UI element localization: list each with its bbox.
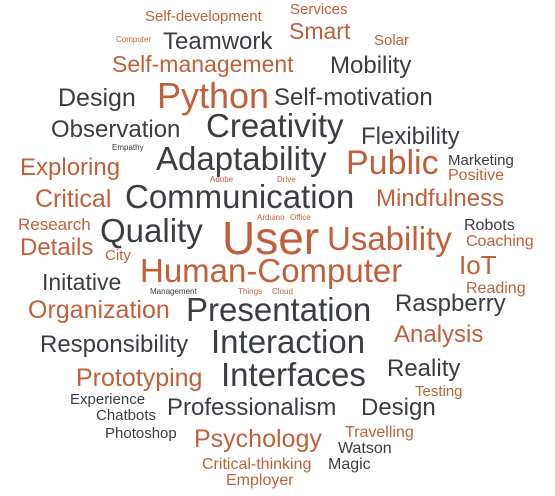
word-quality: Quality bbox=[100, 212, 203, 249]
word-positive: Positive bbox=[448, 167, 505, 184]
word-interaction: Interaction bbox=[211, 323, 366, 360]
word-user: User bbox=[222, 212, 320, 264]
word-cloud: Cloud bbox=[272, 287, 293, 296]
word-mindfulness: Mindfulness bbox=[376, 185, 505, 212]
word-adobe: Adobe bbox=[210, 175, 234, 184]
word-self-motivation: Self-motivation bbox=[274, 84, 433, 111]
word-computer: Computer bbox=[116, 35, 152, 44]
word-critical-thinking: Critical-thinking bbox=[202, 456, 312, 473]
word-chatbots: Chatbots bbox=[96, 407, 157, 424]
word-initative: Initative bbox=[42, 269, 122, 295]
word-adaptability: Adaptability bbox=[156, 140, 327, 177]
word-office: Office bbox=[290, 213, 311, 222]
word-drive: Drive bbox=[277, 175, 296, 184]
word-reading: Reading bbox=[466, 280, 526, 297]
word-things: Things bbox=[238, 287, 263, 296]
word-usability: Usability bbox=[327, 220, 452, 257]
word-exploring: Exploring bbox=[20, 154, 121, 181]
word-self-management: Self-management bbox=[112, 51, 294, 77]
word-professionalism: Professionalism bbox=[167, 394, 337, 421]
word-employer: Employer bbox=[226, 472, 294, 489]
word-experience: Experience bbox=[70, 391, 146, 408]
word-testing: Testing bbox=[415, 383, 463, 400]
word-mobility: Mobility bbox=[330, 52, 412, 79]
word-travelling: Travelling bbox=[345, 424, 414, 441]
word-management: Management bbox=[150, 287, 197, 296]
word-marketing: Marketing bbox=[448, 152, 514, 169]
word-analysis: Analysis bbox=[394, 321, 484, 348]
word-communication: Communication bbox=[125, 178, 355, 215]
word-teamwork: Teamwork bbox=[163, 28, 273, 55]
word-presentation: Presentation bbox=[186, 291, 372, 328]
word-services: Services bbox=[290, 1, 348, 18]
word-details: Details bbox=[20, 234, 94, 261]
word-coaching: Coaching bbox=[466, 233, 534, 250]
word-organization: Organization bbox=[28, 296, 170, 324]
word-creativity: Creativity bbox=[206, 107, 344, 144]
word-photoshop: Photoshop bbox=[105, 425, 177, 442]
word-smart: Smart bbox=[289, 18, 351, 44]
word-raspberry: Raspberry bbox=[395, 290, 506, 317]
word-empathy: Empathy bbox=[112, 143, 144, 152]
word-reality: Reality bbox=[387, 355, 461, 382]
word-critical: Critical bbox=[35, 185, 112, 213]
word-self-development: Self-development bbox=[145, 8, 262, 25]
word-city: City bbox=[105, 247, 131, 264]
word-human-computer: Human-Computer bbox=[140, 252, 403, 289]
word-iot: IoT bbox=[459, 250, 497, 280]
word-python: Python bbox=[157, 75, 270, 116]
word-design-8: Design bbox=[58, 84, 136, 112]
word-public: Public bbox=[346, 144, 439, 182]
word-design-54: Design bbox=[361, 394, 436, 421]
word-arduino: Arduino bbox=[257, 213, 285, 222]
word-research: Research bbox=[18, 215, 91, 234]
word-interfaces: Interfaces bbox=[221, 356, 366, 393]
word-responsibility: Responsibility bbox=[40, 331, 189, 358]
word-robots: Robots bbox=[464, 217, 515, 234]
word-magic: Magic bbox=[328, 456, 371, 473]
word-watson: Watson bbox=[338, 440, 392, 457]
word-flexibility: Flexibility bbox=[361, 123, 460, 150]
word-psychology: Psychology bbox=[194, 425, 322, 453]
word-observation: Observation bbox=[51, 116, 181, 143]
word-solar: Solar bbox=[374, 32, 410, 49]
word-prototyping: Prototyping bbox=[76, 364, 203, 392]
